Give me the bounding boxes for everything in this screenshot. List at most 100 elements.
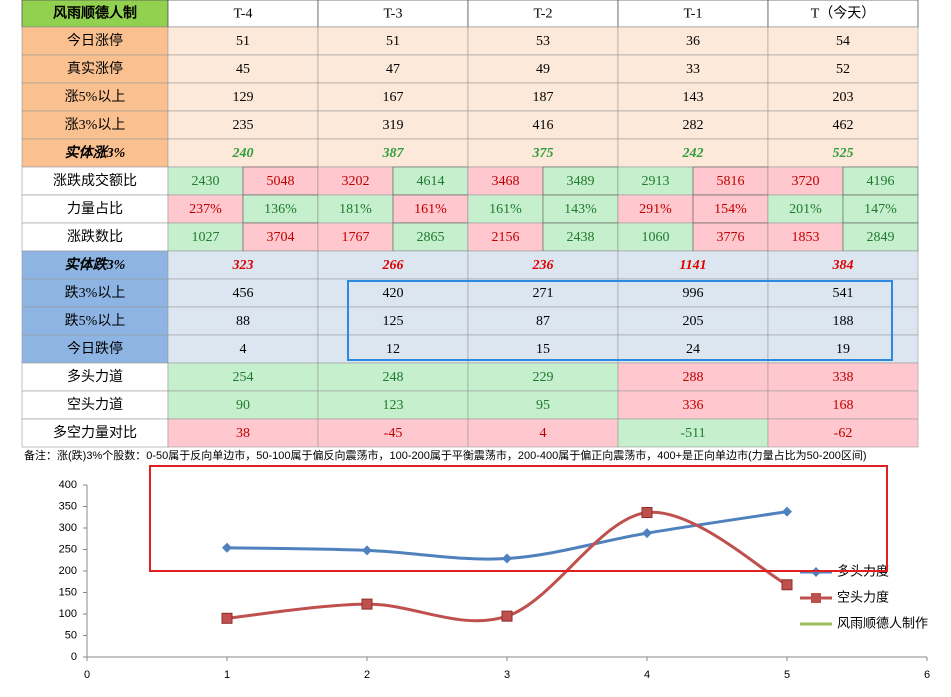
x-tick-label: 6 (924, 669, 930, 681)
cell-text: 3468 (492, 174, 520, 189)
cell-text: 1767 (342, 230, 370, 245)
cell-text: 288 (683, 370, 704, 385)
row-label: 涨跌数比 (67, 229, 123, 245)
x-tick-label: 0 (84, 669, 90, 681)
cell-text: 154% (714, 202, 747, 217)
cell-text: 336 (683, 398, 704, 413)
cell-text: 123 (383, 398, 404, 413)
cell-text: 19 (836, 342, 850, 357)
highlight-box (347, 280, 893, 361)
highlight-box (149, 465, 888, 572)
header-cell (317, 0, 469, 28)
cell (767, 54, 919, 84)
row-label: 涨3%以上 (65, 117, 126, 133)
cell-text: 53 (536, 34, 550, 49)
cell-text: 38 (236, 426, 250, 441)
cell (842, 166, 919, 196)
row-label: 涨5%以上 (65, 89, 126, 105)
cell-text: 187 (533, 90, 554, 105)
cell-text: 188 (833, 314, 854, 329)
cell-text: 4196 (867, 174, 895, 189)
cell (467, 362, 619, 392)
cell (467, 278, 619, 308)
cell (167, 26, 319, 56)
cell (317, 278, 469, 308)
cell-text: 203 (833, 90, 854, 105)
cell-text: 161% (489, 202, 522, 217)
cell (767, 390, 919, 420)
cell-text: 323 (232, 258, 254, 273)
cell (617, 390, 769, 420)
cell (167, 166, 244, 196)
cell (767, 362, 919, 392)
cell (467, 26, 619, 56)
cell (317, 334, 469, 364)
cell-text: 5048 (267, 174, 295, 189)
cell-text: 3720 (792, 174, 820, 189)
x-tick-label: 2 (364, 669, 370, 681)
marker (782, 506, 792, 517)
cell-text: 384 (832, 258, 854, 273)
x-tick-label: 3 (504, 669, 510, 681)
x-tick-label: 4 (644, 669, 650, 681)
cell-text: 996 (683, 286, 704, 301)
cell (317, 54, 469, 84)
cell (617, 306, 769, 336)
cell (467, 390, 619, 420)
marker (502, 553, 512, 564)
marker (642, 528, 652, 539)
cell (167, 390, 319, 420)
cell-text: 4614 (417, 174, 445, 189)
cell-text: 291% (639, 202, 672, 217)
row-label: 跌3%以上 (65, 285, 126, 301)
cell (692, 166, 769, 196)
cell (467, 418, 619, 448)
cell (21, 334, 169, 364)
cell (767, 418, 919, 448)
cell (617, 334, 769, 364)
cell-text: 1027 (192, 230, 220, 245)
cell-text: -45 (384, 426, 403, 441)
cell (21, 26, 169, 56)
cell-text: 51 (386, 34, 400, 49)
cell-text: 3202 (342, 174, 370, 189)
y-tick-label: 350 (59, 500, 77, 512)
cell-text: 3489 (567, 174, 595, 189)
cell-text: 240 (232, 146, 254, 161)
cell-text: 161% (414, 202, 447, 217)
row-label: 力量占比 (67, 201, 123, 217)
cell (467, 82, 619, 112)
cell (317, 166, 394, 196)
cell (317, 110, 469, 140)
row-label: 多空力量对比 (53, 424, 137, 441)
marker (641, 507, 653, 519)
cell-text: 242 (682, 146, 704, 161)
cell (767, 26, 919, 56)
cell-text: 248 (383, 370, 404, 385)
cell (167, 222, 244, 252)
y-tick-label: 100 (59, 608, 77, 620)
cell-text: 375 (532, 146, 554, 161)
row-label: 空头力道 (67, 397, 123, 413)
cell-text: 87 (536, 314, 550, 329)
cell (467, 138, 619, 168)
cell-text: 2865 (417, 230, 445, 245)
cell-text: 3704 (267, 230, 295, 245)
legend-label: 空头力度 (837, 589, 889, 604)
legend-marker (811, 593, 821, 603)
cell-text: 2438 (567, 230, 595, 245)
cell-text: 33 (686, 62, 700, 77)
cell-text: 168 (833, 398, 854, 413)
series-line (226, 510, 788, 561)
cell (392, 222, 469, 252)
cell-text: 235 (233, 118, 254, 133)
cell-text: 416 (533, 118, 554, 133)
cell (242, 222, 319, 252)
marker (362, 545, 372, 556)
cell-text: 47 (386, 62, 400, 77)
cell (542, 222, 619, 252)
cell (167, 54, 319, 84)
y-tick-label: 300 (59, 522, 77, 534)
cell (617, 194, 694, 224)
